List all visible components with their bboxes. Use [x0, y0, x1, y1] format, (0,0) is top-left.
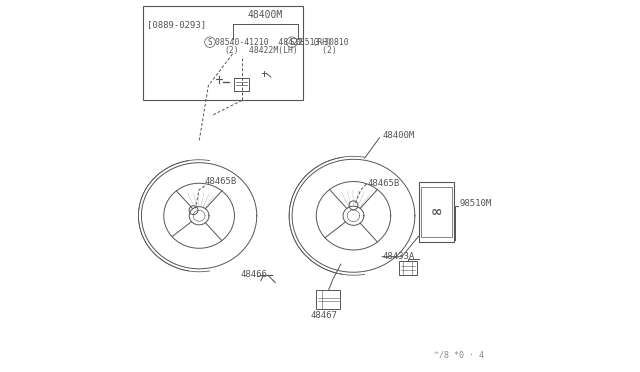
Text: [0889-0293]: [0889-0293] [147, 20, 206, 29]
Bar [143, 6, 303, 100]
Text: 08540-41210  48422  (RH): 08540-41210 48422 (RH) [215, 38, 332, 47]
Text: 48400M: 48400M [383, 131, 415, 140]
Text: 48466: 48466 [240, 270, 267, 279]
Text: 48422M(LH)     (2): 48422M(LH) (2) [250, 46, 337, 55]
Text: 48465B: 48465B [205, 177, 237, 186]
Text: 08513-30810: 08513-30810 [296, 38, 349, 47]
Bar [419, 182, 454, 242]
Text: S: S [207, 38, 212, 46]
Text: (2): (2) [225, 46, 239, 55]
Text: ∞: ∞ [431, 205, 442, 219]
Bar [421, 187, 452, 237]
Text: 48400M: 48400M [247, 10, 283, 20]
Text: 98510M: 98510M [460, 199, 492, 208]
Bar [399, 261, 417, 275]
Text: ^/8 *0 · 4: ^/8 *0 · 4 [434, 350, 484, 359]
Bar [316, 290, 340, 309]
Text: 48433A: 48433A [383, 251, 415, 260]
Bar [234, 78, 250, 91]
Text: 48465B: 48465B [367, 179, 400, 188]
Text: S: S [289, 38, 294, 46]
Text: 48467: 48467 [310, 311, 337, 320]
